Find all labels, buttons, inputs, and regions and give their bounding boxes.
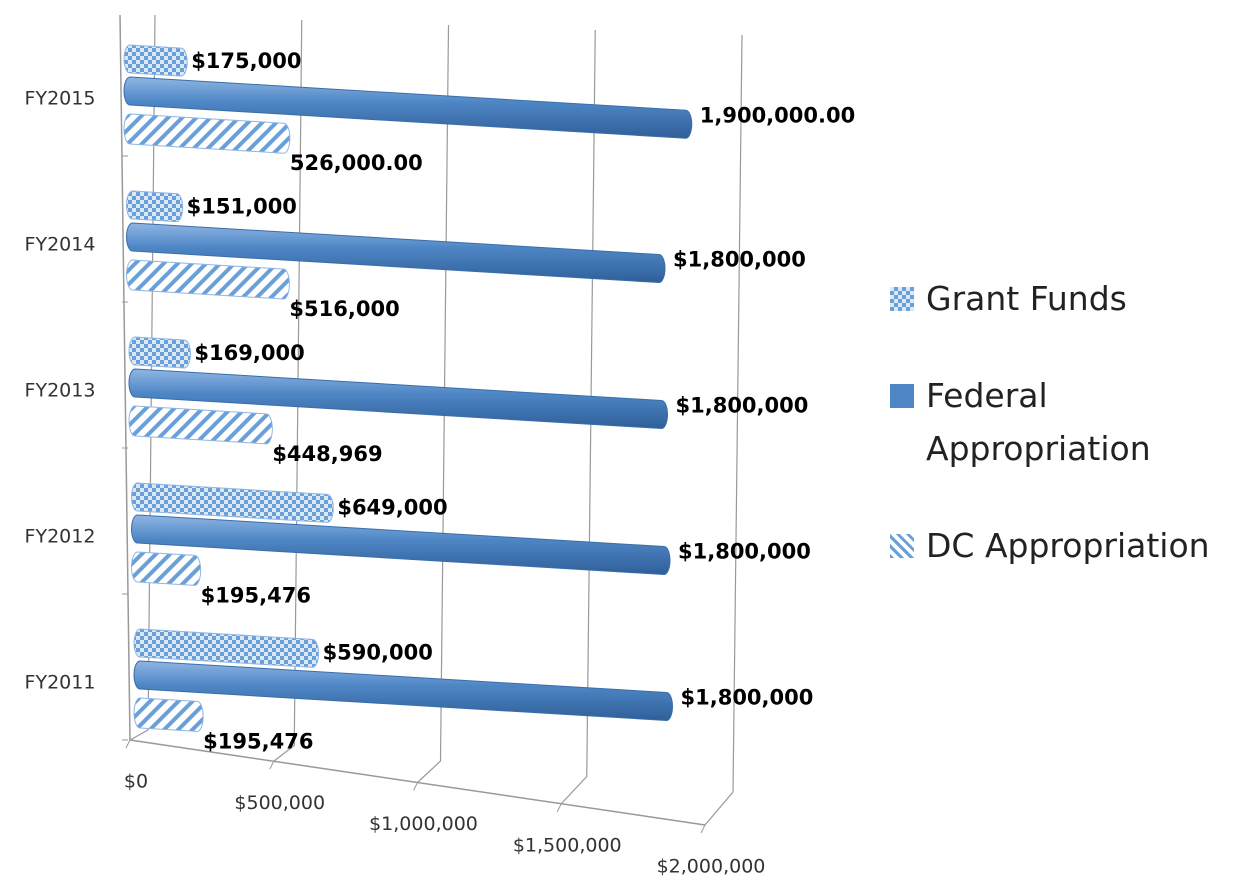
legend-item: DC Appropriation (890, 519, 1235, 572)
value-label: $1,800,000 (681, 686, 814, 710)
bar (128, 336, 191, 369)
value-label: $1,800,000 (673, 248, 806, 272)
value-label: $448,969 (272, 442, 382, 466)
value-label: $169,000 (194, 341, 304, 365)
value-label: $649,000 (337, 495, 447, 519)
bar (133, 697, 204, 732)
value-label: $195,476 (201, 583, 311, 607)
value-label: $590,000 (323, 640, 433, 664)
x-tick-label: $1,500,000 (513, 834, 622, 856)
x-tick-label: $0 (124, 771, 148, 793)
x-tick (556, 803, 562, 812)
legend-label: Federal Appropriation (926, 376, 1151, 468)
bar (123, 113, 291, 154)
value-label: $1,800,000 (678, 540, 811, 564)
value-label: $195,476 (203, 729, 313, 753)
bar (128, 405, 273, 445)
x-tick (700, 824, 706, 834)
bar (123, 76, 693, 139)
legend-label: DC Appropriation (926, 526, 1210, 565)
y-tick-label: FY2015 (25, 88, 96, 110)
x-tick (125, 739, 131, 749)
bar (131, 514, 671, 576)
value-label: $175,000 (191, 49, 301, 73)
x-tick-label: $500,000 (234, 792, 325, 814)
bar (126, 222, 666, 284)
legend-label: Grant Funds (926, 279, 1127, 318)
value-label: $1,800,000 (676, 394, 809, 418)
x-tick (413, 782, 418, 791)
value-label: $151,000 (187, 195, 297, 219)
grid-line (417, 24, 450, 783)
value-label: $516,000 (289, 297, 399, 321)
grid-line (704, 34, 743, 826)
bar (123, 44, 188, 77)
value-label: 526,000.00 (290, 151, 423, 175)
legend-item: Grant Funds (890, 272, 1235, 325)
bar (126, 259, 290, 300)
x-tick-label: $1,000,000 (369, 813, 478, 835)
y-tick-label: FY2011 (25, 672, 96, 694)
y-tick-label: FY2013 (25, 380, 96, 402)
bar (128, 368, 668, 430)
bar (133, 628, 320, 668)
legend-swatch (890, 287, 914, 311)
bar (126, 190, 184, 223)
bar (131, 482, 334, 523)
y-tick-label: FY2012 (25, 526, 96, 548)
value-label: 1,900,000.00 (700, 103, 855, 127)
grid-line (129, 14, 156, 741)
legend-swatch (890, 534, 914, 558)
x-tick-label: $2,000,000 (657, 856, 766, 878)
legend-swatch (890, 384, 914, 408)
grid-line (273, 19, 303, 762)
x-tick (269, 761, 275, 770)
legend: Grant Funds Federal Appropriation DC Appro… (890, 272, 1235, 616)
bar (131, 551, 202, 586)
y-axis (119, 14, 131, 741)
bar (133, 660, 673, 722)
y-tick-label: FY2014 (25, 234, 96, 256)
legend-item: Federal Appropriation (890, 369, 1235, 475)
